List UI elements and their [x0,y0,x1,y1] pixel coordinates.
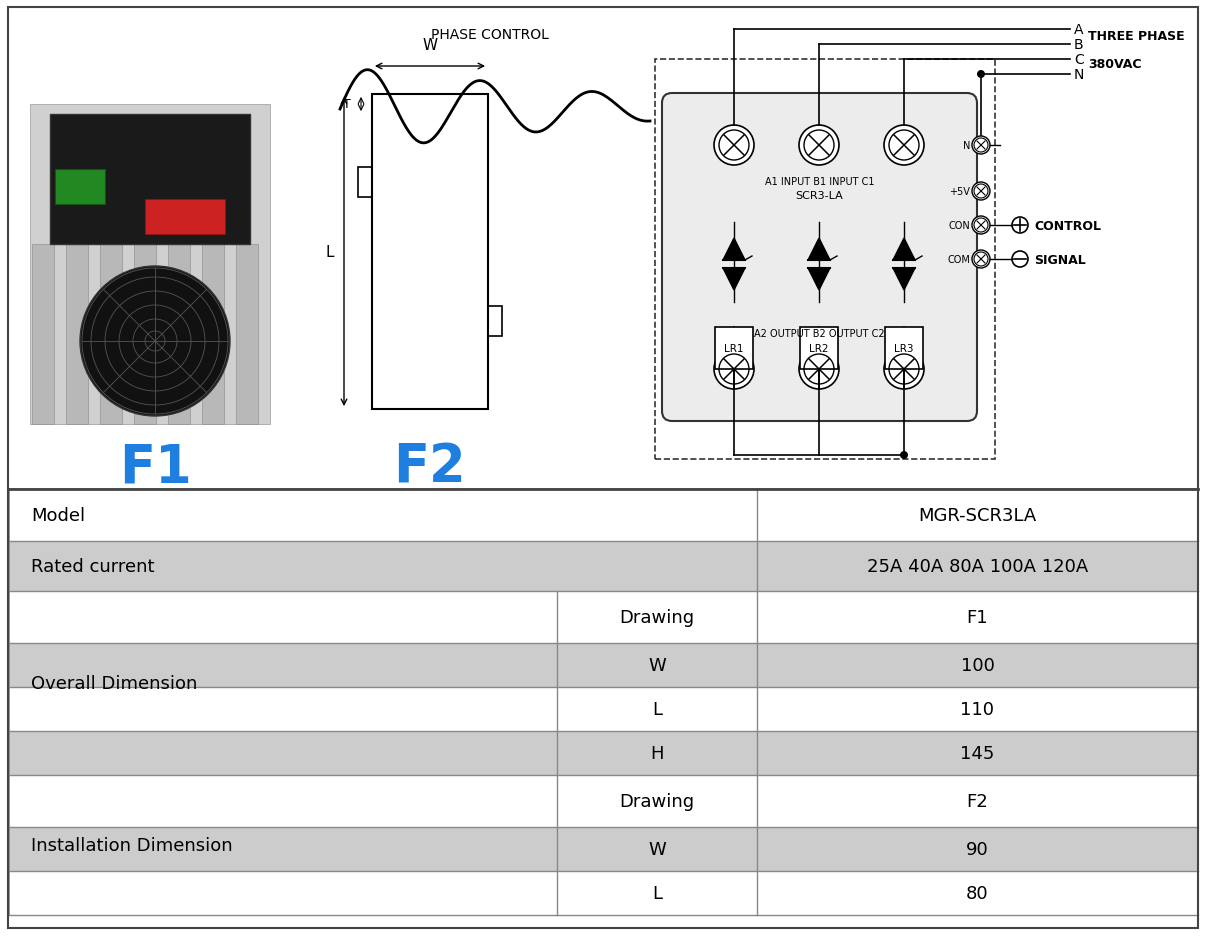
Circle shape [884,125,924,166]
Text: Installation Dimension: Installation Dimension [31,836,233,854]
Circle shape [972,183,990,201]
Bar [8,687,1198,731]
Text: 25A 40A 80A 100A 120A: 25A 40A 80A 100A 120A [867,558,1088,576]
Bar [8,592,1198,643]
Circle shape [972,217,990,235]
Circle shape [714,350,754,389]
Bar [201,244,224,425]
Bar [33,244,54,425]
Text: COM: COM [947,255,970,265]
Bar [134,244,156,425]
Bar [8,490,1198,541]
Circle shape [977,71,985,79]
Text: B: B [1075,38,1084,51]
Text: SIGNAL: SIGNAL [1034,254,1085,266]
Bar [885,328,923,370]
Bar [715,328,753,370]
Text: F2: F2 [967,792,989,811]
Bar [358,168,371,198]
Text: Overall Dimension: Overall Dimension [31,674,198,693]
Text: 100: 100 [960,656,995,674]
Text: W: W [648,841,666,858]
Circle shape [884,350,924,389]
Text: L: L [326,244,334,259]
Polygon shape [724,269,745,291]
Polygon shape [808,239,830,261]
Bar [145,199,226,235]
Text: LR2: LR2 [809,344,829,354]
Text: Rated current: Rated current [31,558,154,576]
Bar [655,60,995,460]
Text: LR1: LR1 [725,344,744,354]
Text: CONTROL: CONTROL [1034,219,1101,232]
Polygon shape [892,239,915,261]
Bar [55,169,105,205]
Text: L: L [652,700,662,718]
Bar [8,775,1198,827]
Text: Model: Model [31,506,86,524]
Text: L: L [652,885,662,902]
Text: N: N [962,140,970,151]
Circle shape [80,267,230,417]
Text: PHASE CONTROL: PHASE CONTROL [431,28,549,42]
Text: N: N [1075,68,1084,82]
Text: 145: 145 [960,744,995,762]
Text: 90: 90 [966,841,989,858]
Text: W: W [648,656,666,674]
Circle shape [800,350,839,389]
Text: H: H [650,744,663,762]
Bar [8,827,1198,871]
Bar [800,328,838,370]
Text: THREE PHASE: THREE PHASE [1088,29,1184,42]
Bar [49,115,250,244]
Text: 380VAC: 380VAC [1088,57,1142,70]
Text: Drawing: Drawing [620,608,695,626]
Bar [66,244,88,425]
Text: A1 INPUT B1 INPUT C1: A1 INPUT B1 INPUT C1 [765,177,874,187]
Circle shape [900,451,908,460]
Polygon shape [808,269,830,291]
Bar [168,244,191,425]
Bar [371,95,488,410]
Circle shape [800,125,839,166]
Text: F1: F1 [118,442,192,493]
Bar [236,244,258,425]
Circle shape [972,251,990,269]
Text: 110: 110 [960,700,995,718]
Polygon shape [724,239,745,261]
Text: A: A [1075,23,1083,37]
Text: +5V: +5V [949,187,970,197]
Text: C: C [1075,53,1084,67]
Circle shape [714,125,754,166]
Text: Drawing: Drawing [620,792,695,811]
Bar [100,244,122,425]
Text: T: T [344,98,351,111]
Bar [8,541,1198,592]
Text: CON: CON [948,221,970,231]
Bar [8,643,1198,687]
Bar [30,105,270,425]
Text: A2 OUTPUT B2 OUTPUT C2: A2 OUTPUT B2 OUTPUT C2 [754,329,885,339]
Bar [8,731,1198,775]
Text: LR3: LR3 [895,344,914,354]
Text: F1: F1 [967,608,988,626]
Circle shape [972,137,990,154]
Bar [488,306,502,336]
Text: MGR-SCR3LA: MGR-SCR3LA [919,506,1037,524]
Text: SCR3-LA: SCR3-LA [796,191,843,201]
Text: F2: F2 [393,442,467,493]
FancyBboxPatch shape [662,94,977,421]
Text: 80: 80 [966,885,989,902]
Bar [8,871,1198,915]
Text: W: W [422,38,438,53]
Polygon shape [892,269,915,291]
